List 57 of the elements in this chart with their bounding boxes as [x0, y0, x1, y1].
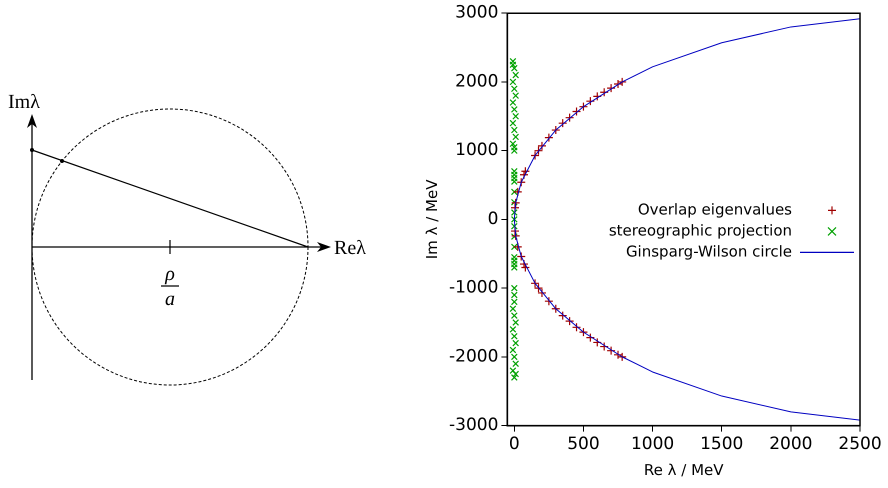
point: [534, 146, 544, 156]
point: [519, 259, 529, 269]
x-tick-label: 500: [567, 434, 600, 454]
y-tick-label: 2000: [455, 71, 498, 92]
point: [530, 150, 540, 160]
y-axis-title: Im λ / MeV: [422, 178, 441, 260]
x-tick-label: 1500: [700, 434, 744, 454]
point: [565, 113, 574, 122]
point: [511, 198, 520, 208]
x-tick-label: 2500: [838, 434, 882, 454]
y-tick-label: -1000: [448, 278, 498, 298]
legend-label: stereographic projection: [608, 221, 792, 240]
point: [558, 311, 568, 320]
point: [586, 96, 595, 106]
y-tick-label: -3000: [448, 415, 498, 436]
point: [510, 61, 516, 68]
x-tick-label: 2000: [769, 434, 812, 454]
y-tick-label: 1000: [455, 140, 498, 160]
point: [551, 125, 560, 135]
point: [558, 118, 568, 128]
text: a: [165, 288, 175, 310]
point: [513, 242, 522, 252]
legend-label: Overlap eigenvalues: [638, 200, 792, 218]
point: [578, 102, 588, 112]
point: [592, 92, 602, 101]
point: [572, 106, 582, 116]
point: [544, 296, 554, 306]
y-tick-label: -2000: [448, 346, 498, 366]
point: [600, 88, 609, 97]
point: [544, 133, 554, 142]
point: [511, 231, 520, 240]
x-tick-label: 1000: [630, 434, 674, 454]
point: [606, 84, 616, 93]
x-axis-title: Re λ / MeV: [644, 460, 724, 479]
point: [565, 316, 574, 326]
point: [516, 178, 526, 187]
point: [512, 370, 520, 378]
point: [551, 304, 560, 314]
point: [510, 188, 518, 196]
point: [520, 166, 530, 176]
text: ρ: [164, 263, 175, 285]
point: [516, 252, 526, 262]
legend-label: Ginsparg-Wilson circle: [626, 242, 792, 260]
x-tick-label: 0: [508, 434, 520, 454]
text: Reλ: [334, 237, 366, 259]
y-tick-label: 3000: [455, 2, 498, 23]
point: [618, 77, 627, 87]
point: [513, 187, 522, 197]
y-tick-label: 0: [488, 208, 498, 229]
point: [510, 233, 518, 240]
point: [510, 144, 518, 151]
point: [510, 198, 518, 206]
point: [613, 79, 623, 89]
text: Imλ: [8, 91, 40, 113]
point: [537, 141, 547, 150]
point: [510, 243, 518, 250]
point: [519, 170, 529, 180]
